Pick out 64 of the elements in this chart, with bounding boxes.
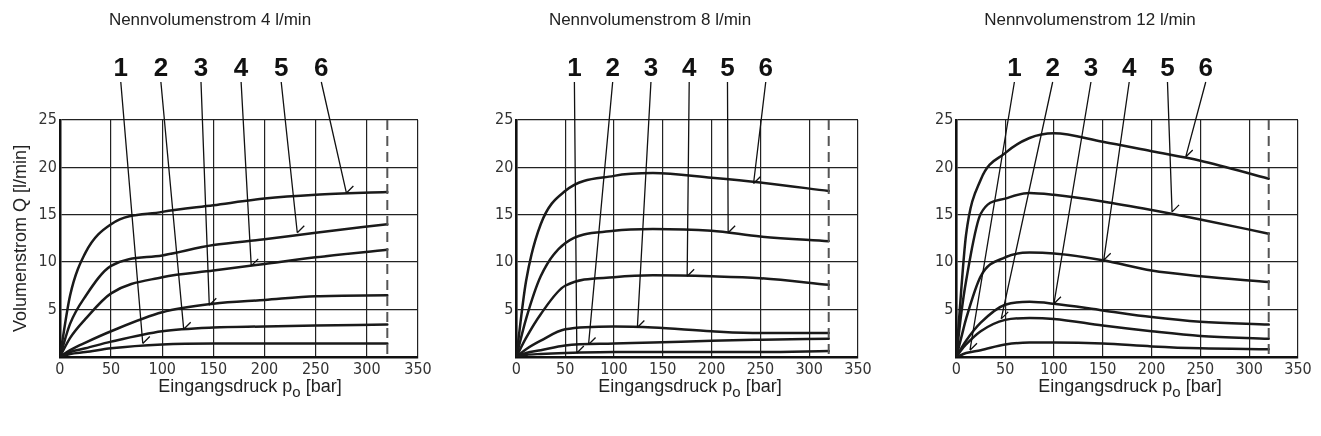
y-axis-title: Volumenstrom Q [l/min] (9, 144, 30, 332)
annotation: 6 (1198, 52, 1213, 82)
annotation: 6 (314, 52, 329, 82)
x-tick-label: 350 (1284, 358, 1312, 378)
x-tick-label: 100 (600, 358, 628, 378)
annotation: 2 (153, 52, 169, 82)
y-tick-label: 25 (38, 109, 57, 129)
annotation: 1 (113, 52, 129, 82)
annotation: 4 (1121, 52, 1137, 82)
x-tick-label: 200 (250, 358, 279, 378)
annotation: 3 (643, 52, 659, 82)
y-tick-label: 20 (495, 156, 514, 176)
x-tick-label: 300 (353, 358, 381, 378)
y-tick-label: 15 (495, 203, 514, 223)
x-tick-label: 250 (1186, 358, 1215, 378)
x-tick-label: 0 (55, 358, 65, 378)
annotation: 3 (1083, 52, 1099, 82)
x-tick-label: 0 (511, 358, 521, 378)
x-tick-label: 100 (148, 358, 176, 378)
y-tick-label: 15 (935, 203, 954, 223)
y-tick-label: 20 (38, 156, 57, 176)
y-tick-label: 10 (935, 251, 954, 271)
y-tick-label: 20 (935, 156, 954, 176)
chart-title: Nennvolumenstrom 12 l/min (983, 10, 1197, 31)
x-tick-label: 200 (1137, 358, 1166, 378)
x-tick-label: 100 (1040, 358, 1068, 378)
x-tick-label: 50 (101, 358, 121, 378)
x-tick-label: 50 (995, 358, 1015, 378)
y-tick-label: 5 (944, 298, 954, 318)
annotation: 1 (1007, 52, 1022, 82)
x-tick-label: 0 (951, 358, 961, 378)
y-tick-label: 5 (47, 298, 57, 318)
x-tick-label: 150 (1089, 358, 1117, 378)
y-tick-label: 25 (935, 109, 954, 129)
annotation: 6 (758, 52, 773, 82)
x-tick-label: 300 (795, 358, 823, 378)
y-tick-label: 10 (495, 251, 514, 271)
x-tick-label: 250 (301, 358, 330, 378)
annotation: 3 (193, 52, 209, 82)
annotation: 4 (681, 52, 697, 82)
x-tick-label: 300 (1235, 358, 1263, 378)
y-tick-label: 25 (495, 109, 514, 129)
annotation: 2 (1045, 52, 1060, 82)
annotation: 4 (233, 52, 249, 82)
y-tick-label: 5 (504, 298, 514, 318)
x-tick-label: 350 (844, 358, 872, 378)
annotation: 2 (605, 52, 620, 82)
annotation: 5 (273, 52, 289, 82)
x-tick-label: 50 (555, 358, 575, 378)
annotation: 5 (720, 52, 735, 82)
x-tick-label: 200 (697, 358, 726, 378)
chart-title: Nennvolumenstrom 8 l/min (547, 10, 753, 31)
annotation: 1 (567, 52, 582, 82)
x-tick-label: 150 (199, 358, 228, 378)
x-tick-label: 350 (404, 358, 432, 378)
x-tick-label: 150 (649, 358, 677, 378)
chart-title: Nennvolumenstrom 4 l/min (107, 10, 313, 31)
y-tick-label: 15 (38, 203, 57, 223)
x-tick-label: 250 (746, 358, 775, 378)
y-tick-label: 10 (38, 251, 57, 271)
x-axis-title: Eingangsdruck p$_{o}$ [bar] (1037, 376, 1223, 400)
annotation: 5 (1160, 52, 1175, 82)
x-axis-title: Eingangsdruck p$_{o}$ [bar] (597, 376, 783, 400)
x-axis-title: Eingangsdruck p$_{o}$ [bar] (157, 376, 343, 400)
